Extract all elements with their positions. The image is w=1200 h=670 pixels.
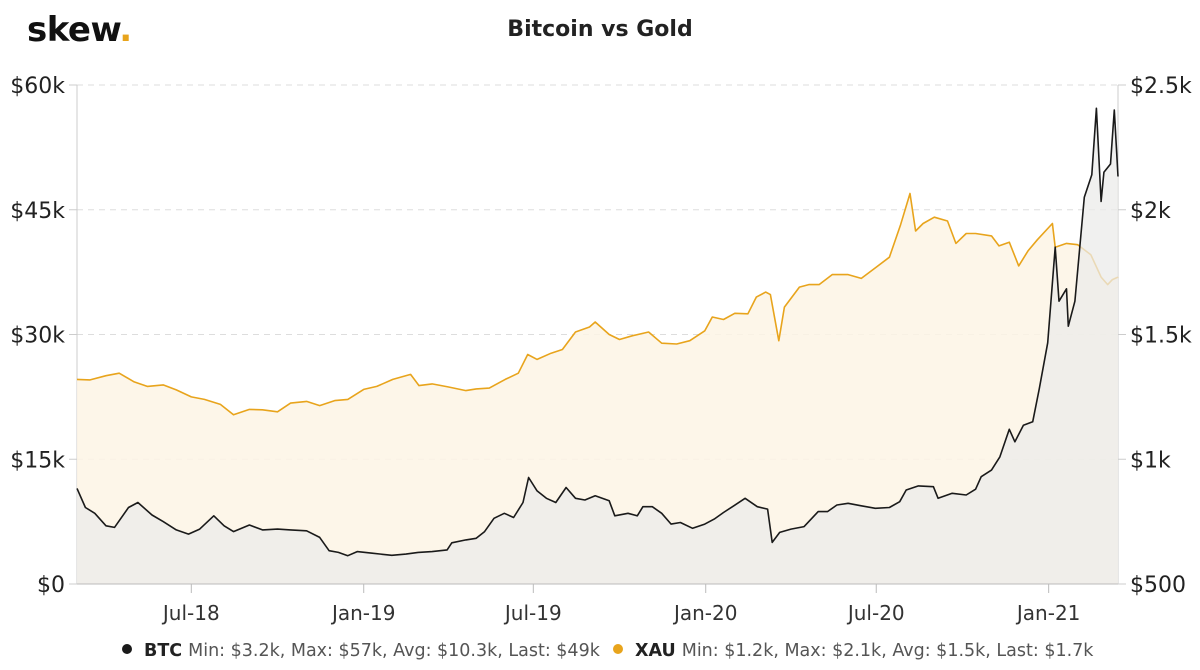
- chart-title: Bitcoin vs Gold: [507, 17, 693, 42]
- y-left-tick-label: $0: [37, 573, 65, 598]
- x-tick-label: Jul-20: [846, 601, 905, 625]
- y-right-tick-label: $1.5k: [1130, 324, 1192, 349]
- btc-line: [76, 107, 1119, 557]
- x-tick-label: Jul-19: [503, 601, 562, 625]
- btc-legend-name: BTC: [144, 641, 183, 661]
- xau-legend-dot: [613, 644, 623, 654]
- xau-line: [76, 192, 1119, 416]
- xau-area: [77, 193, 1118, 584]
- legend-item-xau[interactable]: XAU Min: $1.2k, Max: $2.1k, Avg: $1.5k, L…: [613, 641, 1093, 661]
- xau-legend-stats: Min: $1.2k, Max: $2.1k, Avg: $1.5k, Last…: [681, 641, 1094, 661]
- x-tick-label: Jan-21: [1015, 601, 1081, 625]
- y-left-tick-label: $45k: [10, 199, 65, 224]
- x-tick-label: Jan-20: [672, 601, 738, 625]
- y-right-tick-label: $2k: [1130, 199, 1171, 224]
- y-left-tick-label: $30k: [10, 324, 65, 349]
- btc-area: [77, 108, 1118, 585]
- x-tick-label: Jan-19: [330, 601, 396, 625]
- y-left-tick-label: $15k: [10, 448, 65, 473]
- x-tick-label: Jul-18: [161, 601, 220, 625]
- y-right-tick-label: $2.5k: [1130, 74, 1192, 99]
- legend-item-btc[interactable]: BTC Min: $3.2k, Max: $57k, Avg: $10.3k, L…: [122, 641, 600, 661]
- btc-legend-stats: Min: $3.2k, Max: $57k, Avg: $10.3k, Last…: [188, 641, 600, 661]
- y-right-tick-label: $500: [1130, 573, 1186, 598]
- skew-logo: skew.: [27, 10, 132, 50]
- y-right-tick-label: $1k: [1130, 448, 1171, 473]
- legend: BTC Min: $3.2k, Max: $57k, Avg: $10.3k, L…: [0, 641, 1200, 663]
- xau-legend-name: XAU: [635, 641, 676, 661]
- y-left-tick-label: $60k: [10, 74, 65, 99]
- btc-legend-dot: [122, 644, 132, 654]
